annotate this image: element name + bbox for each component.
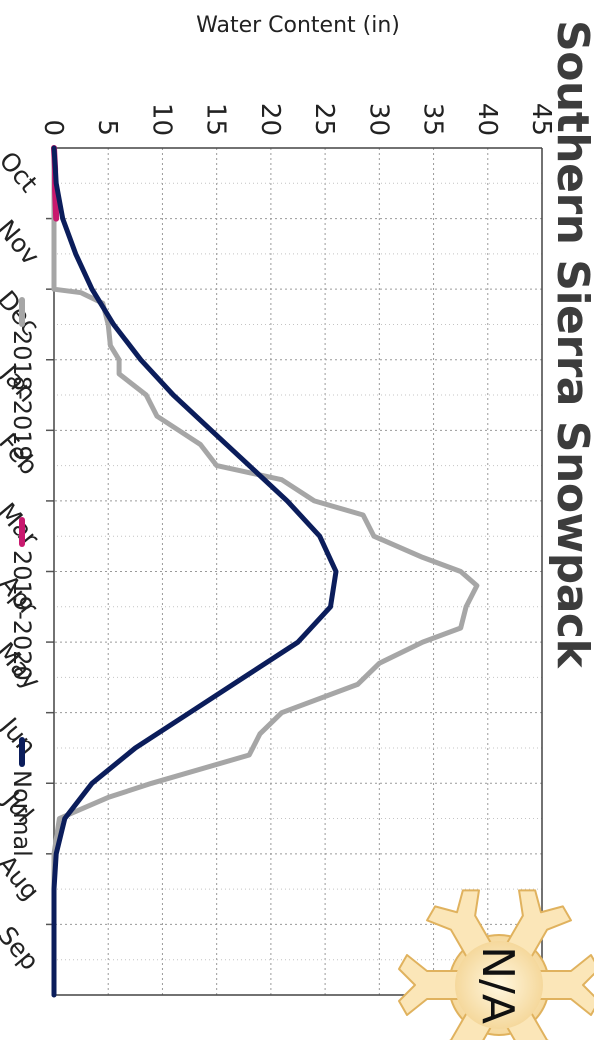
- y-tick-label: 40: [472, 103, 502, 136]
- y-tick-label: 25: [309, 103, 339, 136]
- y-tick-label: 30: [363, 103, 393, 136]
- plot-area: [54, 148, 542, 995]
- series-layer: [51, 145, 480, 998]
- snowflake-badge: N/A: [398, 889, 594, 1040]
- y-axis-title: Water Content (in): [196, 13, 400, 38]
- x-month-label: Oct: [0, 146, 44, 198]
- legend-label: Normal: [8, 770, 36, 857]
- x-month-label: Nov: [0, 214, 45, 270]
- x-month-label: Sep: [0, 921, 45, 976]
- y-tick-label: 0: [38, 119, 68, 136]
- legend-label: 2019-2020: [8, 550, 36, 681]
- snowflake-icon: [398, 889, 594, 1040]
- legend-layer: 2018-2019 2019-2020 Normal: [8, 297, 36, 857]
- x-month-label: Aug: [0, 850, 45, 906]
- y-tick-label: 10: [146, 103, 176, 136]
- grid-layer: [54, 148, 542, 995]
- y-tick-label: 15: [201, 103, 231, 136]
- y-tick-label: 20: [255, 103, 285, 136]
- badge-label: N/A: [472, 946, 523, 1024]
- y-tick-label: 45: [526, 103, 556, 136]
- y-tick-label: 5: [92, 119, 122, 136]
- y-tick-label: 35: [418, 103, 448, 136]
- legend-label: 2018-2019: [8, 330, 36, 461]
- series-line-normal: [51, 145, 339, 998]
